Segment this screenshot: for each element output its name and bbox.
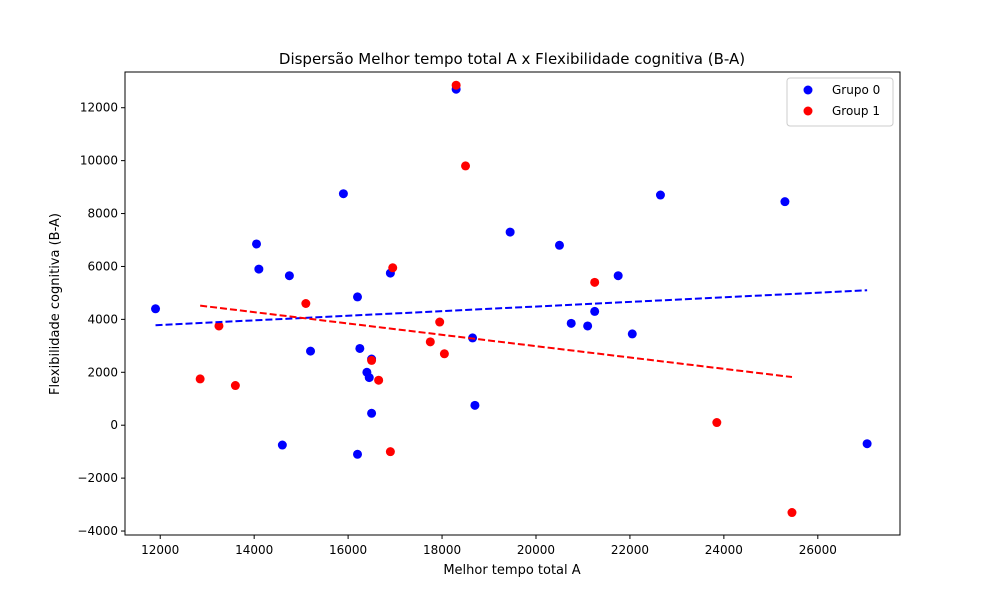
y-tick-label: 4000 <box>87 312 118 326</box>
data-point-series-1 <box>590 277 600 287</box>
y-tick-label: −4000 <box>77 524 118 538</box>
y-tick-label: 6000 <box>87 259 118 273</box>
x-tick-label: 20000 <box>517 543 555 557</box>
x-tick-label: 16000 <box>329 543 367 557</box>
data-point-series-0 <box>590 306 600 316</box>
data-point-series-1 <box>230 381 240 391</box>
data-point-series-0 <box>505 227 515 237</box>
data-point-series-1 <box>451 80 461 90</box>
data-point-series-0 <box>780 197 790 207</box>
legend-marker <box>803 106 813 116</box>
x-axis-label: Melhor tempo total A <box>443 563 580 578</box>
data-point-series-0 <box>655 190 665 200</box>
y-tick-label: 10000 <box>80 154 118 168</box>
data-point-series-0 <box>554 240 564 250</box>
y-tick-label: −2000 <box>77 471 118 485</box>
legend-box <box>786 77 894 127</box>
trend-line-series-1 <box>200 304 793 379</box>
data-point-series-1 <box>712 418 722 428</box>
legend-marker <box>803 85 813 95</box>
data-point-series-0 <box>566 318 576 328</box>
data-point-series-1 <box>385 447 395 457</box>
data-point-series-0 <box>353 292 362 302</box>
data-point-series-1 <box>461 161 471 171</box>
data-point-series-0 <box>151 304 161 314</box>
plot-area <box>151 80 872 518</box>
x-tick-label: 14000 <box>235 543 273 557</box>
data-point-series-0 <box>583 321 593 331</box>
axis-ticks: 12000 14000 16000 18000 20000 22000 24000 26000… <box>77 101 836 557</box>
data-point-series-1 <box>787 508 797 518</box>
data-point-series-1 <box>425 337 435 347</box>
data-point-series-1 <box>439 349 449 359</box>
data-point-series-0 <box>367 408 377 418</box>
y-tick-label: 8000 <box>87 207 118 221</box>
y-tick-label: 0 <box>110 418 118 432</box>
data-point-series-1 <box>435 317 445 327</box>
data-point-series-1 <box>367 355 377 365</box>
data-point-series-1 <box>374 375 384 385</box>
x-tick-label: 26000 <box>799 543 837 557</box>
trend-line-series-0 <box>155 289 868 327</box>
y-tick-label: 12000 <box>80 101 118 115</box>
data-point-series-0 <box>306 346 316 356</box>
legend-label: Group 1 <box>832 104 880 118</box>
data-point-series-0 <box>470 400 480 410</box>
data-point-series-1 <box>388 263 398 273</box>
data-point-series-1 <box>214 321 224 331</box>
y-tick-label: 2000 <box>87 365 118 379</box>
legend: Grupo 0 Group 1 <box>786 77 894 127</box>
x-tick-label: 24000 <box>705 543 743 557</box>
data-point-series-0 <box>254 264 264 274</box>
data-point-series-0 <box>862 439 872 449</box>
plot-frame <box>124 71 901 536</box>
x-tick-label: 22000 <box>611 543 649 557</box>
y-axis-label: Flexibilidade cognitiva (B-A) <box>48 213 63 395</box>
data-point-series-0 <box>364 373 374 383</box>
data-point-series-1 <box>195 374 205 384</box>
x-tick-label: 12000 <box>141 543 179 557</box>
legend-label: Grupo 0 <box>832 83 880 97</box>
data-point-series-0 <box>613 271 623 281</box>
data-point-series-0 <box>338 189 348 199</box>
data-point-series-0 <box>627 329 637 339</box>
data-point-series-1 <box>301 299 311 308</box>
chart-title: Dispersão Melhor tempo total A x Flexibi… <box>279 50 745 68</box>
data-point-series-0 <box>284 271 294 281</box>
data-point-series-0 <box>355 343 365 353</box>
data-point-series-0 <box>252 239 262 249</box>
data-point-series-0 <box>353 449 362 459</box>
x-tick-label: 18000 <box>423 543 461 557</box>
data-point-series-0 <box>277 440 287 450</box>
